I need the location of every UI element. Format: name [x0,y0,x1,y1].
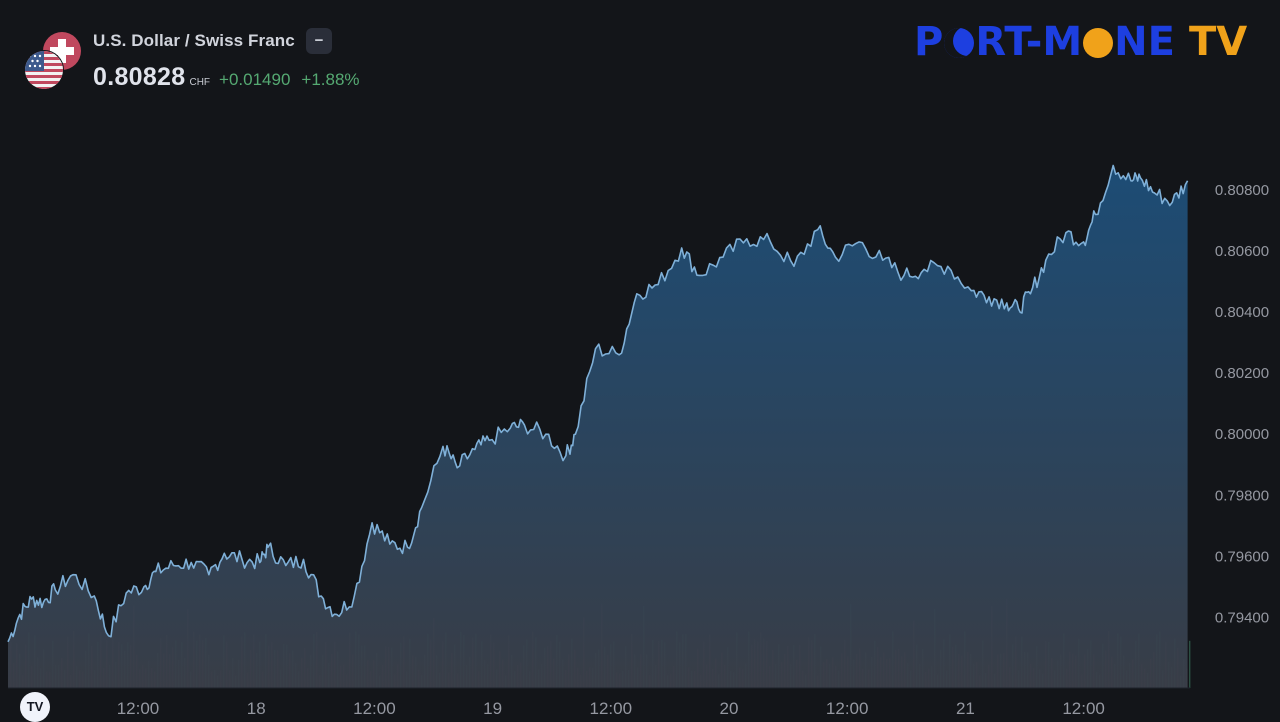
sun-icon [1083,28,1114,58]
price-change-percent: +1.88% [301,70,360,89]
tradingview-badge[interactable]: TV [20,692,50,722]
y-axis[interactable]: 0.80800 0.80600 0.80400 0.80200 0.80000 0.798… [1215,182,1269,626]
moon-icon [944,28,975,58]
price-change: +0.01490 [219,70,291,89]
last-price: 0.80828 [93,63,186,91]
collapse-legend-button[interactable]: − [306,28,332,54]
y-tick-label: 0.80400 [1215,304,1269,321]
logo-text-1: P [914,19,944,65]
x-axis[interactable]: 12:00 18 12:00 19 12:00 20 12:00 21 12:00 [117,699,1105,718]
x-tick-label: 21 [956,699,975,718]
x-tick-label: 12:00 [826,699,869,718]
symbol-title[interactable]: U.S. Dollar / Swiss Franc [93,31,295,50]
x-tick-label: 18 [247,699,266,718]
y-tick-label: 0.80600 [1215,243,1269,260]
us-flag-icon [24,50,64,90]
x-tick-label: 19 [483,699,502,718]
logo-text-4: TV [1188,19,1248,65]
price-summary: 0.80828 CHF +0.01490 +1.88% [93,63,360,92]
price-area-fill [8,165,1188,688]
x-tick-label: 20 [720,699,739,718]
x-tick-label: 12:00 [1062,699,1105,718]
y-tick-label: 0.80200 [1215,365,1269,382]
x-tick-label: 12:00 [590,699,633,718]
port-mone-tv-logo: P RT-M NE TV [914,18,1247,66]
price-line [7,164,1189,643]
x-tick-label: 12:00 [353,699,396,718]
logo-text-2: RT-M [975,19,1083,65]
x-tick-label: 12:00 [117,699,160,718]
y-tick-label: 0.79800 [1215,487,1269,504]
y-tick-label: 0.79400 [1215,609,1269,626]
volume-bar [1189,640,1191,688]
price-currency: CHF [189,77,211,88]
y-tick-label: 0.80000 [1215,426,1269,443]
y-tick-label: 0.80800 [1215,182,1269,199]
y-tick-label: 0.79600 [1215,548,1269,565]
currency-flags [24,32,82,90]
logo-text-3: NE [1114,19,1175,65]
